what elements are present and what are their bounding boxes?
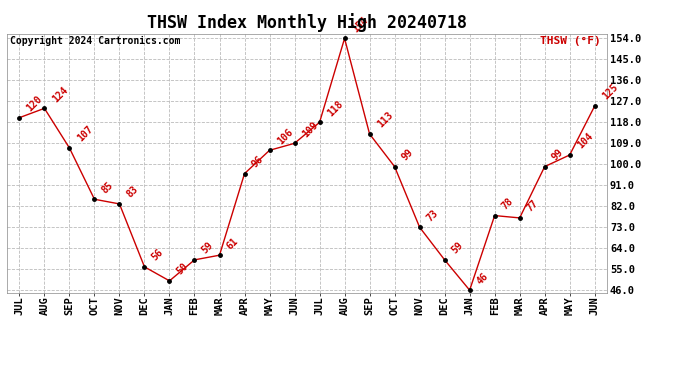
Text: 59: 59	[200, 240, 215, 256]
Text: 104: 104	[575, 131, 595, 151]
Text: 83: 83	[125, 184, 140, 200]
Text: 109: 109	[300, 120, 319, 139]
Text: 99: 99	[550, 147, 566, 162]
Text: Copyright 2024 Cartronics.com: Copyright 2024 Cartronics.com	[10, 36, 180, 46]
Text: 106: 106	[275, 127, 295, 146]
Text: 59: 59	[450, 240, 466, 256]
Text: 154: 154	[350, 15, 370, 34]
Text: THSW (°F): THSW (°F)	[540, 36, 601, 46]
Title: THSW Index Monthly High 20240718: THSW Index Monthly High 20240718	[147, 13, 467, 32]
Text: 78: 78	[500, 196, 515, 211]
Text: 124: 124	[50, 85, 70, 104]
Text: 77: 77	[525, 198, 540, 214]
Text: 61: 61	[225, 236, 240, 251]
Text: 96: 96	[250, 154, 266, 170]
Text: 85: 85	[100, 180, 115, 195]
Text: 113: 113	[375, 110, 395, 130]
Text: 120: 120	[25, 94, 44, 114]
Text: 99: 99	[400, 147, 415, 162]
Text: 50: 50	[175, 261, 190, 277]
Text: 107: 107	[75, 124, 95, 144]
Text: 56: 56	[150, 247, 166, 263]
Text: 118: 118	[325, 99, 344, 118]
Text: 125: 125	[600, 82, 620, 102]
Text: 46: 46	[475, 271, 491, 286]
Text: 73: 73	[425, 208, 440, 223]
